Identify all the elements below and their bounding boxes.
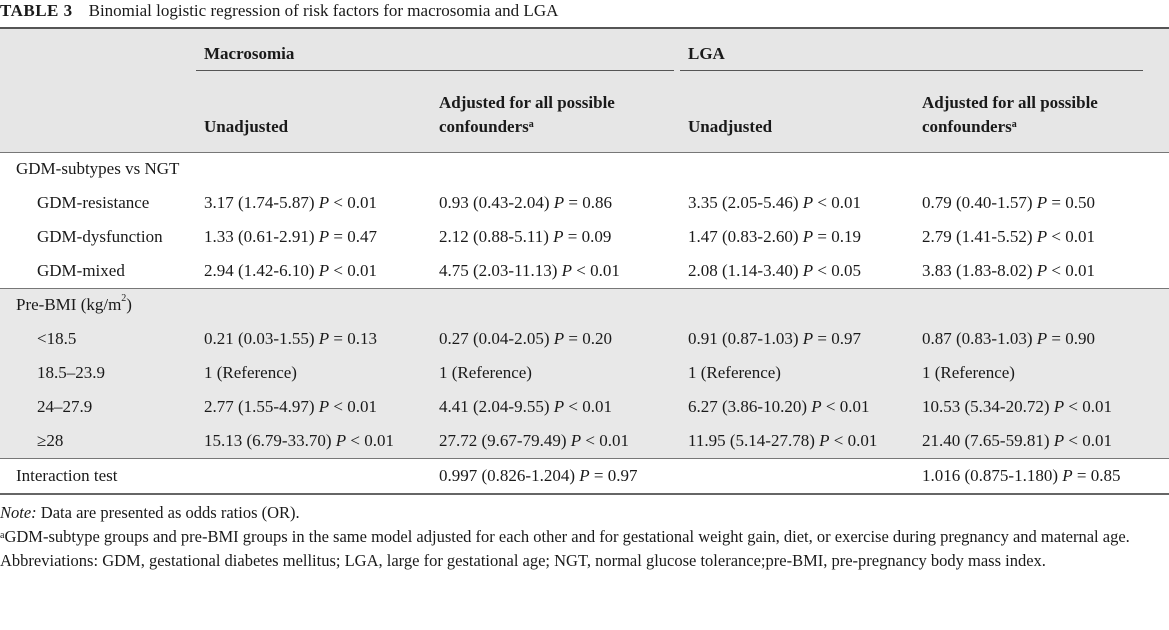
cell-lga-adjusted: 2.79 (1.41-5.52) P < 0.01 — [922, 226, 1095, 246]
cell-macrosomia-unadjusted: 15.13 (6.79-33.70) P < 0.01 — [204, 430, 394, 450]
cell-macrosomia-adjusted: 0.997 (0.826-1.204) P = 0.97 — [439, 465, 638, 485]
table-title: Binomial logistic regression of risk fac… — [88, 1, 559, 20]
results-table: Macrosomia LGA Unadjusted Adjusted for a… — [0, 29, 1169, 493]
group-header-macrosomia: Macrosomia — [196, 29, 680, 79]
col-header-lga-unadjusted: Unadjusted — [688, 117, 773, 137]
row-label: 18.5–23.9 — [37, 362, 105, 382]
cell-macrosomia-adjusted: 0.27 (0.04-2.05) P = 0.20 — [439, 328, 612, 348]
row-label: ≥28 — [37, 430, 64, 450]
table-row: 24–27.9 2.77 (1.55-4.97) P < 0.01 4.41 (2.… — [0, 389, 1169, 424]
row-label: <18.5 — [37, 328, 77, 348]
cell-lga-unadjusted: 2.08 (1.14-3.40) P < 0.05 — [688, 260, 861, 280]
section-header-pre-bmi: Pre-BMI (kg/m2) — [0, 288, 1169, 322]
cell-lga-adjusted: 1 (Reference) — [922, 362, 1015, 382]
section-header-gdm-subtypes: GDM-subtypes vs NGT — [0, 152, 1169, 186]
section-rows-gdm: GDM-resistance 3.17 (1.74-5.87) P < 0.01 0… — [0, 185, 1169, 288]
section-rows-bmi: <18.5 0.21 (0.03-1.55) P = 0.13 0.27 (0.04… — [0, 321, 1169, 458]
table-top-rule — [0, 27, 1169, 29]
table-row: GDM-resistance 3.17 (1.74-5.87) P < 0.01 0… — [0, 185, 1169, 220]
cell-lga-adjusted: 0.79 (0.40-1.57) P = 0.50 — [922, 192, 1095, 212]
table-label: TABLE 3 — [0, 1, 73, 20]
cell-lga-unadjusted: 11.95 (5.14-27.78) P < 0.01 — [688, 430, 878, 450]
table-row: GDM-mixed 2.94 (1.42-6.10) P < 0.01 4.75 (… — [0, 253, 1169, 288]
cell-lga-adjusted: 1.016 (0.875-1.180) P = 0.85 — [922, 465, 1121, 485]
cell-macrosomia-adjusted: 4.41 (2.04-9.55) P < 0.01 — [439, 396, 612, 416]
row-label: GDM-dysfunction — [37, 226, 163, 246]
regression-table: Macrosomia LGA Unadjusted Adjusted for a… — [0, 27, 1169, 495]
col-header-macrosomia-adjusted: Adjusted for all possible confoundersa — [439, 93, 615, 137]
cell-macrosomia-adjusted: 1 (Reference) — [439, 362, 532, 382]
cell-lga-unadjusted: 1 (Reference) — [688, 362, 781, 382]
abbreviations-note: Abbreviations: GDM, gestational diabetes… — [0, 551, 1046, 570]
row-label: GDM-mixed — [37, 260, 125, 280]
table-row: GDM-dysfunction 1.33 (0.61-2.91) P = 0.47… — [0, 219, 1169, 254]
cell-lga-unadjusted: 1.47 (0.83-2.60) P = 0.19 — [688, 226, 861, 246]
cell-macrosomia-unadjusted: 2.77 (1.55-4.97) P < 0.01 — [204, 396, 377, 416]
row-label: GDM-resistance — [37, 192, 150, 212]
subheader-row: Unadjusted Adjusted for all possible con… — [0, 79, 1169, 152]
col-header-lga-adjusted: Adjusted for all possible confoundersa — [922, 93, 1098, 137]
cell-macrosomia-unadjusted: 2.94 (1.42-6.10) P < 0.01 — [204, 260, 377, 280]
footnote-a: aGDM-subtype groups and pre-BMI groups i… — [0, 527, 1130, 546]
table-row: 18.5–23.9 1 (Reference) 1 (Reference) 1 (Re… — [0, 355, 1169, 390]
cell-lga-adjusted: 0.87 (0.83-1.03) P = 0.90 — [922, 328, 1095, 348]
cell-lga-unadjusted: 3.35 (2.05-5.46) P < 0.01 — [688, 192, 861, 212]
col-header-macrosomia-unadjusted: Unadjusted — [204, 117, 289, 137]
cell-macrosomia-unadjusted: 0.21 (0.03-1.55) P = 0.13 — [204, 328, 377, 348]
group-header-lga: LGA — [680, 29, 1169, 79]
table-row: <18.5 0.21 (0.03-1.55) P = 0.13 0.27 (0.04… — [0, 321, 1169, 356]
interaction-row: Interaction test 0.997 (0.826-1.204) P =… — [0, 458, 1169, 493]
cell-lga-unadjusted: 6.27 (3.86-10.20) P < 0.01 — [688, 396, 870, 416]
table-notes: Note: Data are presented as odds ratios … — [0, 502, 1169, 574]
row-label: 24–27.9 — [37, 396, 93, 416]
cell-lga-unadjusted: 0.91 (0.87-1.03) P = 0.97 — [688, 328, 861, 348]
cell-lga-adjusted: 3.83 (1.83-8.02) P < 0.01 — [922, 260, 1095, 280]
group-header-row: Macrosomia LGA — [0, 29, 1169, 79]
row-label: Interaction test — [16, 465, 118, 485]
table-caption: TABLE 3 Binomial logistic regression of r… — [0, 0, 558, 24]
section-title: Pre-BMI (kg/m2) — [16, 293, 132, 314]
table-bottom-rule — [0, 492, 1169, 495]
section-title: GDM-subtypes vs NGT — [16, 159, 180, 178]
cell-macrosomia-unadjusted: 1 (Reference) — [204, 362, 297, 382]
note-line: Note: Data are presented as odds ratios … — [0, 503, 300, 522]
table-row: ≥28 15.13 (6.79-33.70) P < 0.01 27.72 (9.6… — [0, 423, 1169, 458]
cell-lga-adjusted: 10.53 (5.34-20.72) P < 0.01 — [922, 396, 1112, 416]
cell-macrosomia-adjusted: 2.12 (0.88-5.11) P = 0.09 — [439, 226, 612, 246]
cell-macrosomia-unadjusted: 3.17 (1.74-5.87) P < 0.01 — [204, 192, 377, 212]
cell-lga-adjusted: 21.40 (7.65-59.81) P < 0.01 — [922, 430, 1112, 450]
cell-macrosomia-adjusted: 4.75 (2.03-11.13) P < 0.01 — [439, 260, 620, 280]
cell-macrosomia-unadjusted: 1.33 (0.61-2.91) P = 0.47 — [204, 226, 377, 246]
cell-macrosomia-adjusted: 0.93 (0.43-2.04) P = 0.86 — [439, 192, 612, 212]
cell-macrosomia-adjusted: 27.72 (9.67-79.49) P < 0.01 — [439, 430, 629, 450]
